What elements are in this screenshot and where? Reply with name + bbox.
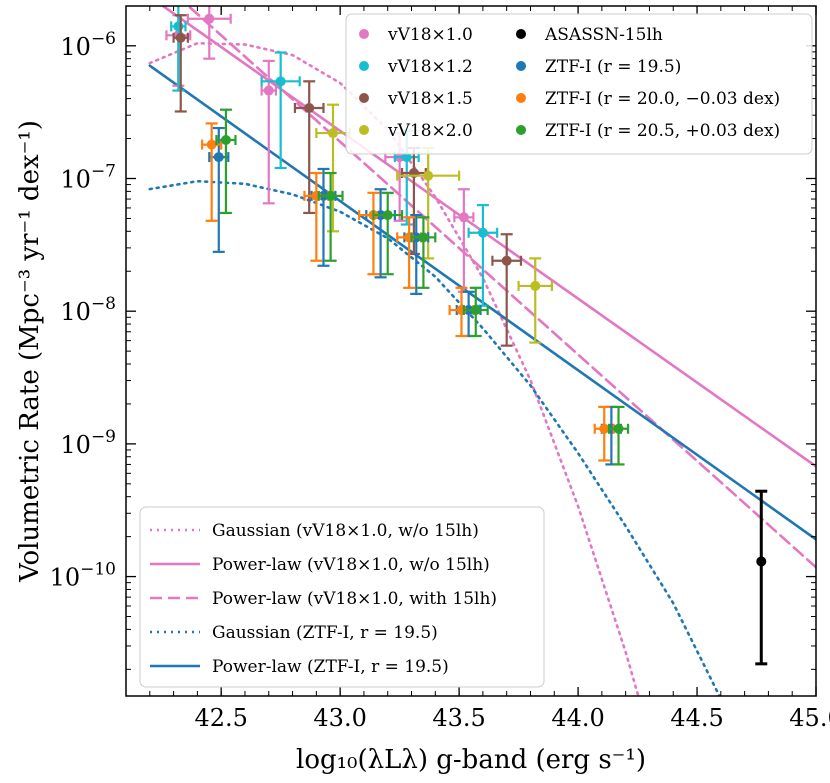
plot-content <box>148 6 816 696</box>
data-point <box>401 152 412 163</box>
x-tick-label: 43.5 <box>432 704 485 732</box>
legend-label-power-law-vv18-1-0-w-o-15lh: Power-law (vV18×1.0, w/o 15lh) <box>212 555 490 575</box>
y-tick-label: 10−6 <box>60 29 116 61</box>
data-point <box>613 423 624 434</box>
data-point <box>204 13 215 24</box>
legend-marker-ztf-i-r-20-5-0-03-dex <box>516 125 526 135</box>
series-vv18-2-0 <box>315 103 553 344</box>
legend-marker-vv18-2-0 <box>359 125 369 135</box>
legend-marker-ztf-i-r-19-5 <box>516 61 526 71</box>
legend-label-ztf-i-r-20-0-0-03-dex: ZTF-I (r = 20.0, −0.03 dex) <box>545 89 780 109</box>
x-tick-label: 42.5 <box>194 704 247 732</box>
y-tick-label: 10−7 <box>60 162 116 194</box>
data-point <box>530 280 541 291</box>
legend-marker-vv18-1-2 <box>359 61 369 71</box>
data-point <box>382 210 393 221</box>
y-tick-label: 10−10 <box>50 560 116 592</box>
legend-label-asassn-15lh: ASASSN-15lh <box>544 25 663 45</box>
legend-label-vv18-1-0: vV18×1.0 <box>387 25 473 45</box>
data-point <box>599 423 610 434</box>
data-point <box>206 139 217 150</box>
legend-marker-ztf-i-r-20-0-0-03-dex <box>516 93 526 103</box>
series-ztf-i-r-19-5 <box>208 126 622 466</box>
data-point <box>175 32 186 43</box>
data-point <box>275 76 286 87</box>
fit-line-power-law-vv18-1-0-with-15lh <box>186 6 816 569</box>
legend-label-power-law-vv18-1-0-with-15lh: Power-law (vV18×1.0, with 15lh) <box>212 589 497 609</box>
legend-fits: Gaussian (vV18×1.0, w/o 15lh) Power-law (… <box>139 506 545 688</box>
x-tick-label: 43.0 <box>313 704 366 732</box>
legend-label-gaussian-ztf-i-r-19-5: Gaussian (ZTF-I, r = 19.5) <box>212 623 438 643</box>
legend-label-gaussian-vv18-1-0-w-o-15lh: Gaussian (vV18×1.0, w/o 15lh) <box>212 521 479 541</box>
series-vv18-1-2 <box>170 6 499 307</box>
legend-marker-vv18-1-0 <box>359 29 369 39</box>
legend-label-power-law-ztf-i-r-19-5: Power-law (ZTF-I, r = 19.5) <box>212 657 449 677</box>
x-tick-label: 44.5 <box>670 704 723 732</box>
legend-label-vv18-1-2: vV18×1.2 <box>387 57 473 77</box>
fit-line-gaussian-vv18-1-0-w-o-15lh <box>148 41 640 696</box>
data-point <box>213 152 224 163</box>
y-axis-label: Volumetric Rate (Mpc⁻³ yr⁻¹ dex⁻¹) <box>15 120 45 583</box>
data-point <box>458 212 469 223</box>
legend-label-ztf-i-r-20-5-0-03-dex: ZTF-I (r = 20.5, +0.03 dex) <box>545 121 780 141</box>
legend-label-ztf-i-r-19-5: ZTF-I (r = 19.5) <box>545 57 681 77</box>
data-point <box>477 227 488 238</box>
fit-line-gaussian-ztf-i-r-19-5 <box>148 179 721 696</box>
data-point <box>501 255 512 266</box>
legend-fits-box <box>139 506 545 688</box>
series-asassn-15lh <box>755 489 768 666</box>
x-tick-label: 44.0 <box>551 704 604 732</box>
data-point <box>220 135 231 146</box>
data-point <box>263 85 274 96</box>
y-tick-label: 10−9 <box>60 427 116 459</box>
data-point <box>470 305 481 316</box>
data-point <box>173 21 184 32</box>
legend-marker-asassn-15lh <box>516 29 526 39</box>
legend-markers-box <box>345 13 813 155</box>
x-axis-label: log₁₀(λLλ) g-band (erg s⁻¹) <box>296 745 646 775</box>
x-tick-label: 45.0 <box>789 704 830 732</box>
y-tick-label: 10−8 <box>60 294 116 326</box>
legend-marker-vv18-1-5 <box>359 93 369 103</box>
legend-label-vv18-2-0: vV18×2.0 <box>387 121 473 141</box>
axis-ticks: 42.5 43.0 43.5 44.0 44.5 45.0 10−6 10−7 10−8 10−9… <box>50 6 830 732</box>
legend-markers: vV18×1.0 vV18×1.2 vV18×1.5 vV18×2.0 ASASSN-1… <box>345 13 813 155</box>
data-point <box>328 128 338 139</box>
legend-label-vv18-1-5: vV18×1.5 <box>387 89 473 109</box>
plot-area <box>148 6 816 696</box>
series-ztf-i-r-20-5-0-03-dex <box>215 108 630 466</box>
data-point <box>423 170 434 181</box>
data-point <box>418 232 429 243</box>
data-point <box>756 556 767 567</box>
data-point <box>325 190 336 201</box>
data-point <box>304 102 315 113</box>
